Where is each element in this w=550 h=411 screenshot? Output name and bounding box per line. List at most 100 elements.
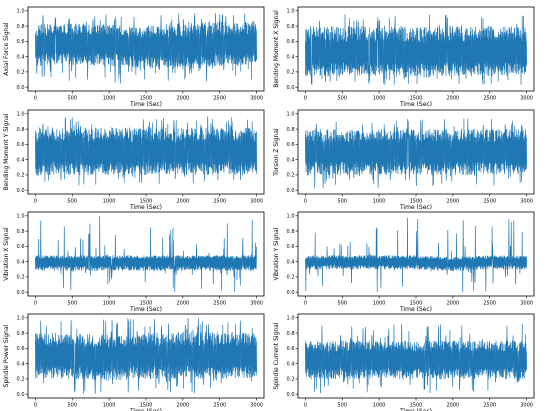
y-tick-label: 1.0 [287,316,295,322]
y-tick-label: 0.4 [287,259,295,265]
x-tick-label: 1000 [373,199,386,205]
y-tick-label: 1.0 [17,316,25,322]
signal-line-6 [305,217,527,293]
x-tick-label: 3000 [520,96,533,102]
y-tick-label: 0.0 [287,85,295,91]
x-tick-label: 2500 [213,403,226,409]
y-tick-label: 0.0 [17,392,25,398]
y-tick-label: 0.8 [17,127,25,133]
y-tick-label: 0.2 [17,70,25,76]
y-tick-label: 0.2 [287,275,295,281]
x-tick-label: 2500 [213,96,226,102]
x-tick-label: 3000 [250,301,263,307]
x-axis-label: Time (Sec) [399,204,432,211]
y-tick-label: 0.0 [287,392,295,398]
chart-panel-4: 0 500 1000 1500 2000 2500 3000 0.0 0.2 0.4 0.6 0.8 1… [273,109,535,211]
x-tick-label: 2500 [483,403,496,409]
y-tick-label: 0.6 [287,39,295,45]
y-axis-label: Bending Moment Y Signal [3,113,10,190]
x-tick-label: 0 [304,96,307,102]
x-tick-label: 3000 [250,403,263,409]
x-axis-label: Time (Sec) [129,101,162,108]
y-tick-label: 0.0 [287,290,295,296]
x-tick-label: 3000 [250,96,263,102]
chart-panel-5: 0 500 1000 1500 2000 2500 3000 0.0 0.2 0.4 0.6 0.8 1… [3,211,265,313]
y-axis-label: Spindle Power Signal [3,324,10,387]
x-tick-label: 2000 [177,403,190,409]
y-tick-label: 0.2 [287,173,295,179]
y-tick-label: 0.4 [287,157,295,163]
y-tick-label: 0.8 [17,229,25,235]
chart-panel-8: 0 500 1000 1500 2000 2500 3000 0.0 0.2 0.4 0.6 0.8 1… [273,313,535,411]
x-tick-label: 0 [304,301,307,307]
y-axis-label: Spindle Current Signal [273,322,280,389]
x-tick-label: 3000 [250,199,263,205]
x-tick-label: 500 [337,403,347,409]
x-tick-label: 1000 [373,96,386,102]
x-tick-label: 0 [34,199,37,205]
y-tick-label: 0.4 [287,54,295,60]
y-tick-label: 0.0 [287,188,295,194]
signal-line-1 [35,12,257,84]
chart-panel-1: 0 500 1000 1500 2000 2500 3000 0.0 0.2 0.4 0.6 0.8 1… [3,6,265,108]
y-tick-label: 0.2 [17,173,25,179]
x-tick-label: 2000 [177,96,190,102]
signal-line-4 [305,118,527,189]
y-tick-label: 1.0 [17,112,25,118]
y-tick-label: 1.0 [17,214,25,220]
x-tick-label: 2000 [447,301,460,307]
x-tick-label: 2500 [213,301,226,307]
x-tick-label: 500 [337,199,347,205]
x-tick-label: 500 [67,199,77,205]
y-tick-label: 0.2 [287,377,295,383]
x-axis-label: Time (Sec) [129,408,162,411]
y-tick-label: 0.2 [17,275,25,281]
x-tick-label: 1000 [103,301,116,307]
signal-line-3 [35,116,257,186]
x-tick-label: 1500 [140,301,153,307]
axes-frame [297,211,535,297]
y-tick-label: 0.2 [287,70,295,76]
y-tick-label: 0.6 [287,244,295,250]
x-tick-label: 1500 [140,199,153,205]
y-tick-label: 0.8 [287,127,295,133]
y-tick-label: 0.8 [17,331,25,337]
x-tick-label: 1500 [410,301,423,307]
chart-panel-3: 0 500 1000 1500 2000 2500 3000 0.0 0.2 0.4 0.6 0.8 1… [3,109,265,211]
x-tick-label: 1000 [103,96,116,102]
signal-line-2 [305,14,527,85]
x-axis-label: Time (Sec) [129,306,162,313]
x-tick-label: 2500 [213,199,226,205]
y-tick-label: 0.8 [287,24,295,30]
x-tick-label: 1000 [373,301,386,307]
x-tick-label: 1000 [103,403,116,409]
x-tick-label: 500 [337,301,347,307]
chart-panel-2: 0 500 1000 1500 2000 2500 3000 0.0 0.2 0.4 0.6 0.8 1… [273,6,535,108]
x-tick-label: 1500 [140,96,153,102]
x-tick-label: 3000 [520,199,533,205]
y-tick-label: 0.8 [17,24,25,30]
signal-line-8 [305,323,527,394]
x-tick-label: 500 [67,96,77,102]
x-tick-label: 1500 [410,199,423,205]
x-axis-label: Time (Sec) [399,306,432,313]
x-tick-label: 1000 [373,403,386,409]
x-tick-label: 3000 [520,301,533,307]
y-tick-label: 0.6 [17,39,25,45]
x-tick-label: 0 [34,403,37,409]
y-tick-label: 0.4 [17,157,25,163]
y-axis-label: Torsion Z Signal [273,128,280,177]
y-tick-label: 1.0 [17,9,25,15]
x-tick-label: 0 [304,403,307,409]
y-tick-label: 1.0 [287,112,295,118]
x-tick-label: 0 [34,96,37,102]
y-tick-label: 0.4 [287,361,295,367]
y-tick-label: 0.6 [287,142,295,148]
x-axis-label: Time (Sec) [129,204,162,211]
y-tick-label: 0.8 [287,331,295,337]
x-axis-label: Time (Sec) [399,101,432,108]
x-tick-label: 0 [34,301,37,307]
x-tick-label: 3000 [520,403,533,409]
y-tick-label: 0.8 [287,229,295,235]
x-tick-label: 2500 [483,199,496,205]
